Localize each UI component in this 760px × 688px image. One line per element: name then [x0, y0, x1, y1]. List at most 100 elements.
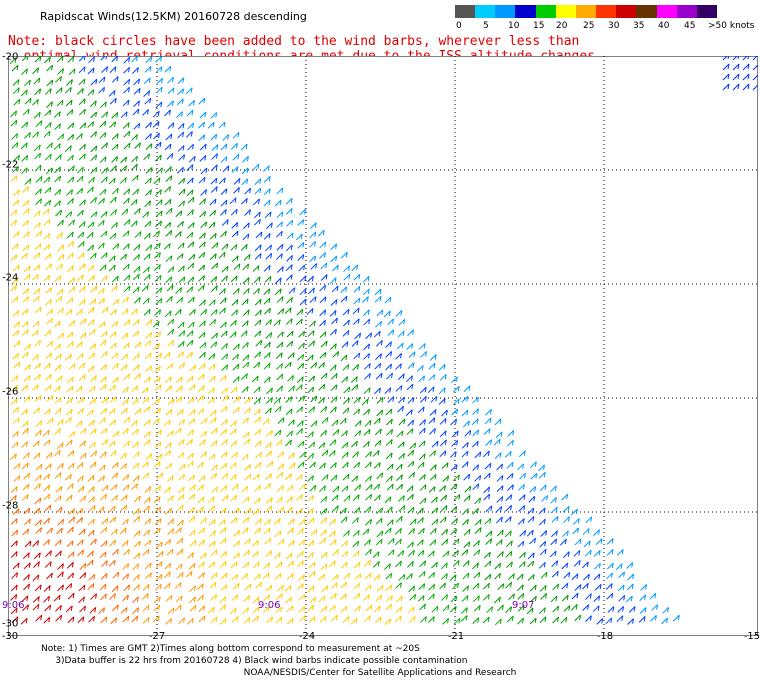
wind-barb: [265, 222, 273, 230]
wind-barb: [593, 550, 601, 557]
wind-barb: [639, 594, 647, 602]
wind-barb: [264, 307, 271, 315]
wind-barb: [472, 617, 480, 624]
wind-barb: [178, 362, 185, 369]
wind-barb: [384, 527, 392, 535]
wind-barb: [174, 427, 182, 435]
wind-barb: [210, 164, 218, 172]
wind-barb: [54, 154, 62, 161]
wind-barb: [12, 406, 20, 414]
wind-barb: [419, 484, 427, 491]
wind-barb: [66, 376, 74, 384]
colorbar-swatch: [676, 5, 697, 18]
wind-barb: [186, 339, 194, 347]
wind-barb: [298, 593, 306, 601]
wind-barb: [165, 409, 173, 416]
wind-barb: [375, 538, 383, 546]
wind-barb: [77, 88, 84, 95]
wind-barb: [78, 56, 86, 62]
wind-barb: [461, 395, 469, 403]
wind-barb: [120, 111, 128, 119]
wind-barb: [109, 396, 117, 403]
wind-barb: [442, 604, 450, 612]
wind-barb: [252, 287, 260, 295]
wind-barb: [209, 417, 217, 424]
wind-barb: [87, 583, 95, 590]
wind-barb: [374, 362, 382, 370]
wind-barb: [20, 167, 28, 175]
wind-barb: [418, 375, 426, 383]
wind-barb: [538, 464, 545, 472]
wind-barb: [68, 516, 76, 524]
wind-barb: [210, 276, 218, 283]
wind-barb: [97, 242, 105, 250]
wind-barb: [76, 341, 83, 348]
wind-barb: [320, 340, 328, 348]
wind-barb: [207, 387, 215, 395]
wind-barb: [341, 485, 349, 493]
wind-barb: [419, 419, 426, 426]
wind-barb: [178, 330, 186, 337]
wind-barb: [155, 86, 163, 94]
wind-barb: [86, 550, 94, 558]
wind-barb: [231, 166, 239, 173]
colorbar-swatch: [455, 5, 476, 18]
wind-barb: [363, 318, 371, 326]
wind-barb: [581, 582, 589, 590]
wind-barb: [144, 65, 152, 73]
wind-barb: [119, 527, 127, 535]
wind-barb: [88, 615, 96, 623]
wind-barb: [56, 288, 64, 296]
wind-barb: [132, 596, 139, 604]
wind-barb: [504, 530, 512, 538]
wind-barb: [329, 518, 336, 526]
wind-barb: [187, 143, 194, 151]
wind-barb: [141, 284, 149, 292]
wind-barb: [34, 497, 42, 505]
wind-barb: [167, 87, 175, 95]
wind-barb: [373, 483, 381, 491]
wind-barb: [153, 230, 160, 238]
wind-barb: [156, 167, 163, 175]
wind-barb: [363, 372, 371, 380]
wind-barb: [286, 484, 294, 492]
wind-barb: [111, 548, 119, 556]
wind-barb: [145, 572, 152, 579]
wind-barb: [142, 604, 150, 612]
wind-barb: [76, 166, 84, 174]
colorbar-swatch: [475, 5, 496, 18]
wind-barb: [376, 507, 384, 515]
wind-barb: [153, 376, 161, 384]
wind-barb: [210, 177, 218, 185]
wind-barb: [517, 518, 525, 525]
wind-barb: [472, 396, 480, 404]
wind-barb: [112, 571, 120, 579]
wind-barb: [732, 83, 740, 91]
wind-barb: [616, 615, 624, 623]
wind-barb: [155, 220, 162, 228]
wind-barb: [55, 209, 62, 217]
wind-barb: [219, 537, 227, 545]
wind-barb: [472, 562, 479, 570]
wind-barb: [23, 507, 31, 515]
wind-barb: [44, 561, 52, 568]
wind-barb: [331, 317, 338, 325]
wind-barb: [23, 574, 30, 581]
wind-barb: [297, 241, 305, 249]
wind-barb: [67, 462, 75, 470]
wind-barb: [200, 167, 208, 175]
wind-barb: [496, 463, 504, 471]
wind-barb: [320, 529, 327, 536]
wind-barb: [198, 605, 206, 613]
wind-barb: [178, 473, 186, 481]
wind-barb: [273, 397, 281, 405]
wind-barb: [111, 585, 119, 593]
wind-barb: [364, 419, 372, 427]
wind-barb: [68, 320, 76, 327]
wind-barb: [88, 496, 95, 504]
wind-barb: [43, 585, 51, 592]
wind-barb: [88, 176, 95, 184]
wind-barb: [340, 561, 348, 569]
wind-barb: [419, 396, 427, 403]
wind-barb: [395, 352, 403, 360]
